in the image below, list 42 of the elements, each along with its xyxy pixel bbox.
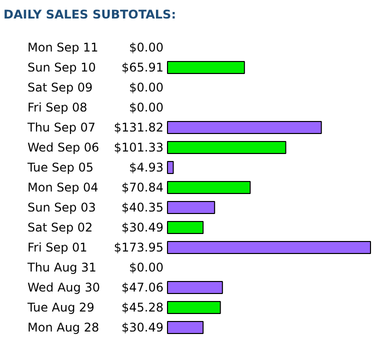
bar: [167, 281, 223, 294]
y-tick-label: Sun Sep 10: [28, 60, 96, 74]
data-label: $65.91: [122, 60, 164, 74]
data-label: $173.95: [114, 240, 164, 254]
y-tick-label: Mon Sep 04: [28, 180, 98, 194]
y-tick-label: Fri Sep 01: [28, 240, 88, 254]
bar: [167, 161, 174, 174]
y-tick-label: Sun Sep 03: [28, 200, 96, 214]
y-tick-label: Tue Sep 05: [26, 160, 94, 174]
data-label: $101.33: [114, 140, 164, 154]
chart-title: DAILY SALES SUBTOTALS:: [4, 8, 176, 22]
y-tick-label: Sat Sep 02: [28, 220, 93, 234]
bar: [167, 141, 286, 154]
data-label: $30.49: [122, 320, 164, 334]
bar: [167, 321, 204, 334]
data-label: $131.82: [114, 120, 164, 134]
bar: [167, 61, 245, 74]
y-tick-label: Thu Aug 31: [26, 260, 96, 274]
data-label: $0.00: [129, 40, 164, 54]
y-tick-label: Thu Sep 07: [26, 120, 96, 134]
y-tick-label: Tue Aug 29: [26, 300, 94, 314]
bar: [167, 301, 221, 314]
y-tick-label: Wed Aug 30: [28, 280, 100, 294]
y-tick-label: Fri Sep 08: [28, 100, 88, 114]
data-label: $0.00: [129, 80, 164, 94]
bar: [167, 221, 204, 234]
data-label: $70.84: [122, 180, 164, 194]
bar: [167, 241, 371, 254]
data-label: $0.00: [129, 260, 164, 274]
bar: [167, 181, 251, 194]
data-label: $4.93: [129, 160, 164, 174]
bar: [167, 201, 216, 214]
y-tick-label: Mon Sep 11: [28, 40, 98, 54]
bar: [167, 121, 322, 134]
y-tick-label: Wed Sep 06: [28, 140, 100, 154]
data-label: $47.06: [122, 280, 164, 294]
data-label: $45.28: [122, 300, 164, 314]
data-label: $30.49: [122, 220, 164, 234]
y-tick-label: Mon Aug 28: [28, 320, 100, 334]
data-label: $40.35: [122, 200, 164, 214]
data-label: $0.00: [129, 100, 164, 114]
y-tick-label: Sat Sep 09: [28, 80, 93, 94]
